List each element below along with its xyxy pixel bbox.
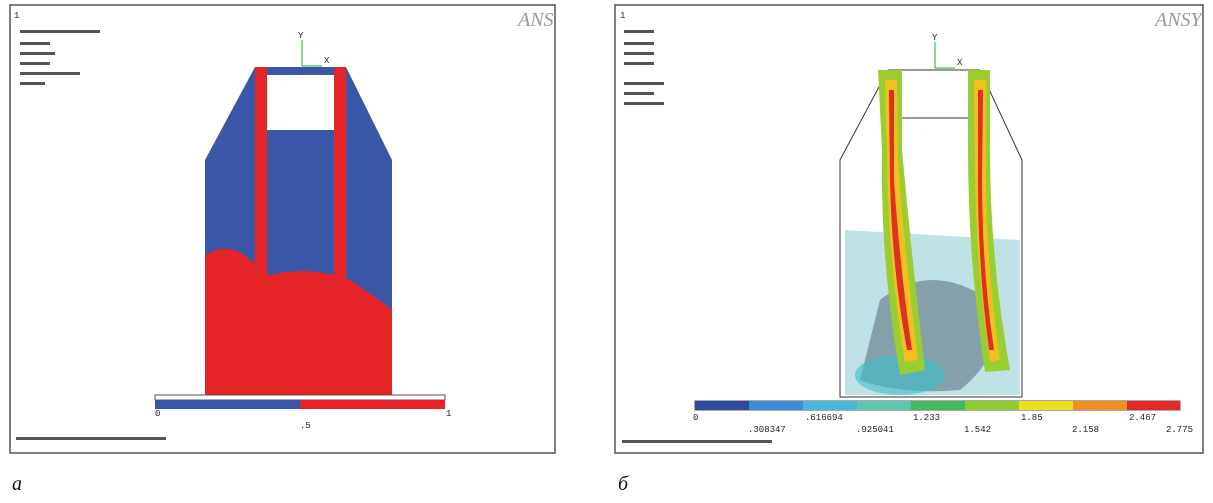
legend-label: 1.85 bbox=[1021, 413, 1043, 423]
axis-label: Y bbox=[932, 33, 938, 43]
figure: 1 ANS Y X 0 .5 1 a 1 ANSY Y X bbox=[0, 0, 1213, 498]
footer-text bbox=[622, 440, 772, 443]
logo: ANSY bbox=[1153, 9, 1204, 31]
legend-label: 0 bbox=[155, 409, 160, 419]
axis-label: X bbox=[957, 58, 963, 68]
legend-label: .925041 bbox=[856, 425, 894, 435]
legend-color bbox=[155, 400, 300, 409]
pipe bbox=[334, 67, 346, 282]
panel-a: 1 ANS Y X 0 .5 1 bbox=[10, 5, 555, 453]
legend-color bbox=[300, 400, 445, 409]
corner-number: 1 bbox=[620, 11, 625, 21]
legend-label: .616694 bbox=[805, 413, 843, 423]
axis-label: Y bbox=[298, 31, 304, 41]
pipe bbox=[255, 67, 267, 282]
legend-colors bbox=[695, 401, 1180, 410]
legend-label: 0 bbox=[693, 413, 698, 423]
legend-label: 1 bbox=[446, 409, 451, 419]
corner-number: 1 bbox=[14, 11, 19, 21]
legend-label: .5 bbox=[300, 421, 311, 431]
legend-label: 2.775 bbox=[1166, 425, 1193, 435]
axis-label: X bbox=[324, 56, 330, 66]
legend-label: 2.467 bbox=[1129, 413, 1156, 423]
footer-text bbox=[16, 437, 166, 440]
legend-label: .308347 bbox=[748, 425, 786, 435]
caption: a bbox=[12, 473, 22, 495]
legend-label: 2.158 bbox=[1072, 425, 1099, 435]
panel-b: 1 ANSY Y X bbox=[615, 5, 1204, 453]
legend-label: 1.542 bbox=[964, 425, 991, 435]
opening bbox=[265, 75, 337, 130]
caption: б bbox=[618, 473, 629, 495]
legend-label: 1.233 bbox=[913, 413, 940, 423]
logo: ANS bbox=[516, 9, 554, 31]
